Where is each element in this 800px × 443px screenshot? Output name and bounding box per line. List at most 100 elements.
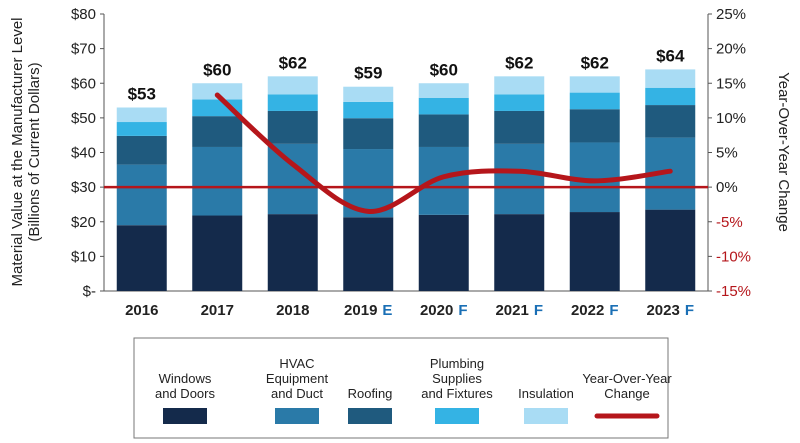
legend-label-line: Year-Over-Year xyxy=(582,371,672,386)
bar-segment-2022-2 xyxy=(569,109,620,143)
x-tick-suffix: F xyxy=(609,302,618,319)
x-tick-label: 2019 E xyxy=(344,302,392,319)
bar-segment-2019-0 xyxy=(343,217,394,291)
legend: Windows and Doors HVAC Equipment and Duct Roo… xyxy=(133,337,672,439)
bar-segment-2016-0 xyxy=(116,225,167,291)
right-tick-label: 0% xyxy=(716,179,738,196)
bar-segment-2016-1 xyxy=(116,164,167,226)
left-tick-label: $10 xyxy=(71,248,96,265)
total-label-2023: $64 xyxy=(656,46,685,65)
legend-label: Windows and Doors xyxy=(155,371,215,401)
left-tick-label: $- xyxy=(83,283,96,300)
legend-swatch-4 xyxy=(524,408,568,424)
legend-box xyxy=(133,337,669,439)
bar-segment-2017-2 xyxy=(192,116,243,147)
left-tick-label: $30 xyxy=(71,179,96,196)
x-tick-year: 2018 xyxy=(276,302,309,319)
x-tick-year: 2021 xyxy=(495,302,528,319)
labels: $53 2016 $60 2017 $62 2018 $59 2019 E $60 2020 F $62… xyxy=(125,46,694,319)
bar-segment-2020-1 xyxy=(418,146,469,215)
legend-label: Year-Over-Year Change xyxy=(582,371,672,401)
x-tick-year: 2023 xyxy=(646,302,679,319)
bar-segment-2021-3 xyxy=(494,94,545,111)
legend-label-line: HVAC xyxy=(279,356,314,371)
x-tick-suffix: F xyxy=(534,302,543,319)
legend-label-line: and Duct xyxy=(271,386,323,401)
bar-segment-2020-3 xyxy=(418,97,469,115)
legend-label-line: Change xyxy=(604,386,650,401)
legend-label-line: Plumbing xyxy=(430,356,484,371)
bars xyxy=(116,69,696,291)
total-label-2019: $59 xyxy=(354,64,382,83)
left-axis-title-line: (Billions of Current Dollars) xyxy=(26,62,43,241)
legend-label-line: and Doors xyxy=(155,386,215,401)
x-tick-label: 2023 F xyxy=(646,302,694,319)
bar-segment-2019-3 xyxy=(343,101,394,119)
legend-swatch-0 xyxy=(163,408,207,424)
bar-segment-2021-2 xyxy=(494,110,545,144)
bar-segment-2022-3 xyxy=(569,92,620,110)
x-tick-year: 2020 xyxy=(420,302,453,319)
x-tick-suffix: E xyxy=(382,302,392,319)
legend-swatch-2 xyxy=(348,408,392,424)
bar-segment-2023-3 xyxy=(645,87,696,106)
x-tick-label: 2021 F xyxy=(495,302,543,319)
x-tick-suffix: F xyxy=(685,302,694,319)
legend-label: Insulation xyxy=(518,386,574,401)
bar-segment-2023-0 xyxy=(645,209,696,291)
bar-segment-2017-0 xyxy=(192,215,243,291)
right-tick-label: -5% xyxy=(716,214,743,231)
bar-segment-2021-4 xyxy=(494,76,545,95)
right-axis-title: Year-Over-Year Change xyxy=(775,72,792,232)
bar-segment-2023-4 xyxy=(645,69,696,88)
left-axis-title-line: Material Value at the Manufacturer Level xyxy=(9,17,26,286)
bar-segment-2022-4 xyxy=(569,76,620,93)
total-label-2020: $60 xyxy=(430,60,458,79)
yoy-line xyxy=(214,92,673,214)
left-tick-label: $80 xyxy=(71,6,96,23)
right-tick-label: 25% xyxy=(716,6,746,23)
legend-label: HVAC Equipment and Duct xyxy=(266,356,329,401)
right-tick-label: -10% xyxy=(716,248,751,265)
bar-segment-2016-4 xyxy=(116,107,167,123)
legend-label-line: Equipment xyxy=(266,371,329,386)
bar-segment-2020-0 xyxy=(418,214,469,291)
total-label-2018: $62 xyxy=(279,53,307,72)
right-tick-label: 20% xyxy=(716,41,746,58)
x-tick-year: 2016 xyxy=(125,302,158,319)
legend-swatch-1 xyxy=(275,408,319,424)
x-tick-label: 2018 xyxy=(276,302,309,319)
bar-segment-2019-2 xyxy=(343,118,394,150)
yoy-change-line xyxy=(214,92,673,214)
total-label-2017: $60 xyxy=(203,60,231,79)
legend-label: Plumbing Supplies and Fixtures xyxy=(421,356,493,401)
x-tick-year: 2019 xyxy=(344,302,377,319)
total-label-2021: $62 xyxy=(505,53,533,72)
x-tick-label: 2022 F xyxy=(571,302,619,319)
right-tick-label: -15% xyxy=(716,283,751,300)
left-tick-label: $40 xyxy=(71,145,96,162)
legend-label-line: Insulation xyxy=(518,386,574,401)
legend-label: Roofing xyxy=(348,386,393,401)
bar-segment-2021-0 xyxy=(494,214,545,291)
bar-segment-2016-3 xyxy=(116,122,167,136)
x-tick-label: 2020 F xyxy=(420,302,468,319)
legend-swatch-3 xyxy=(435,408,479,424)
bar-segment-2021-1 xyxy=(494,143,545,215)
total-label-2022: $62 xyxy=(581,53,609,72)
bar-segment-2022-0 xyxy=(569,212,620,291)
bar-segment-2023-2 xyxy=(645,105,696,138)
legend-label-line: Roofing xyxy=(348,386,393,401)
left-tick-label: $50 xyxy=(71,110,96,127)
legend-label-line: and Fixtures xyxy=(421,386,493,401)
left-axis-title: Material Value at the Manufacturer Level… xyxy=(9,17,43,286)
x-tick-label: 2017 xyxy=(201,302,234,319)
x-tick-year: 2017 xyxy=(201,302,234,319)
left-tick-label: $70 xyxy=(71,41,96,58)
bar-segment-2019-4 xyxy=(343,86,394,102)
bar-segment-2018-3 xyxy=(267,94,318,111)
right-tick-label: 10% xyxy=(716,110,746,127)
total-label-2016: $53 xyxy=(128,84,156,103)
bar-segment-2018-4 xyxy=(267,76,318,95)
